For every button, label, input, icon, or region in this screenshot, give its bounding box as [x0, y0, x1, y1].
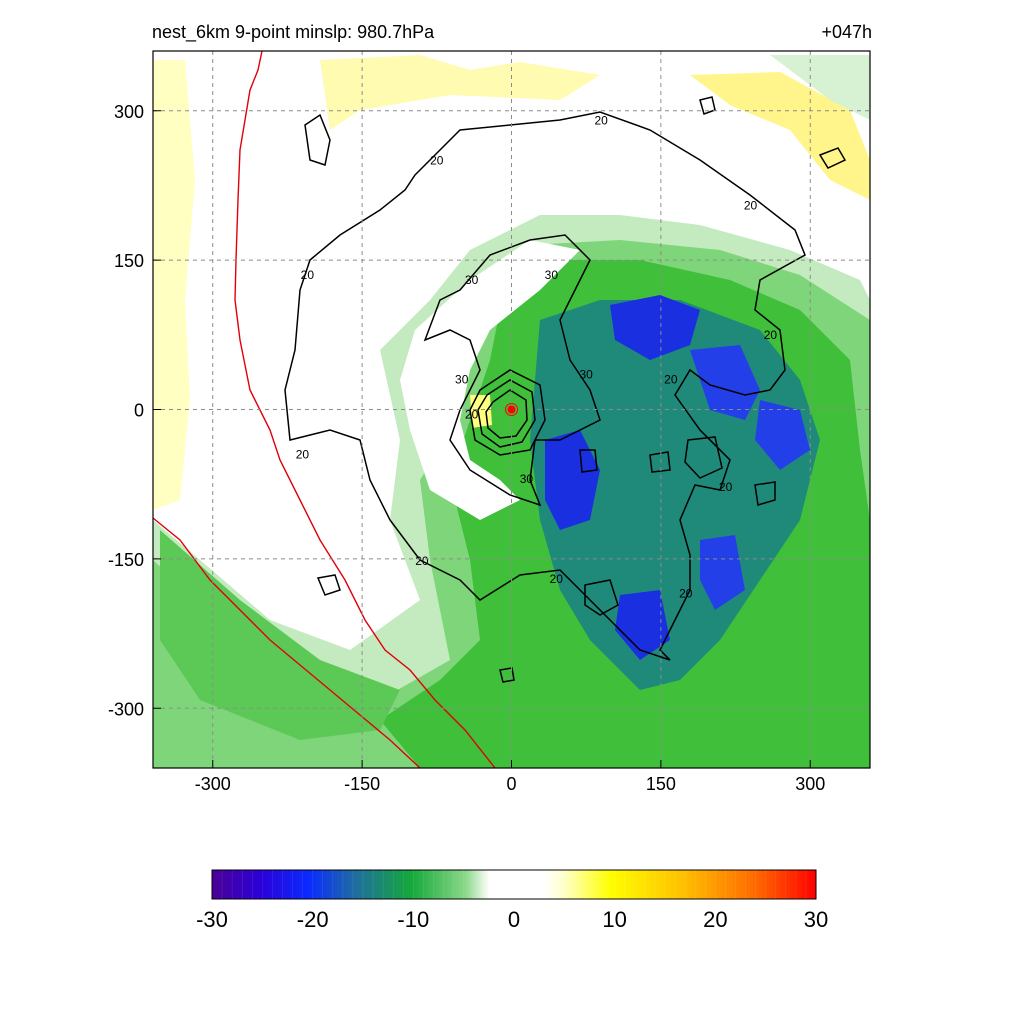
yellow-patch-west: [153, 60, 195, 510]
contour-cell-h: [818, 147, 847, 169]
blue-cell-east: [690, 345, 760, 420]
contour-eye-ring-1: [469, 369, 546, 456]
blue-cell-south: [615, 590, 670, 660]
contour-label-9: 30: [455, 373, 469, 387]
green-band-deep: [160, 530, 400, 740]
contour-30-mid: [423, 234, 601, 507]
storm-center-ring: [505, 403, 518, 416]
yellow-patch-northeast: [690, 72, 870, 200]
colorbar-tick-label-4: 10: [602, 907, 626, 932]
storm-center-marker: [505, 403, 518, 416]
contour-20-outer: [284, 111, 806, 661]
red-line-west: [234, 51, 496, 768]
blue-cell-north: [610, 295, 700, 360]
contour-cell-i: [699, 96, 716, 115]
contour-label-14: 20: [415, 554, 429, 568]
contour-label-8: 20: [664, 373, 678, 387]
contour-cell-e: [584, 579, 619, 616]
contour-label-0: 20: [594, 114, 608, 128]
contour-label-13: 20: [719, 480, 733, 494]
storm-center-dot: [507, 405, 516, 414]
contour-label-2: 20: [744, 198, 758, 212]
light-green-patch-ne: [770, 55, 870, 120]
contour-label-16: 20: [679, 587, 693, 601]
yellow-patch-north: [320, 55, 600, 130]
y-tick-label-0: 300: [114, 102, 144, 122]
contour-label-5: 30: [545, 268, 559, 282]
contour-label-4: 30: [465, 273, 479, 287]
colorbar: [211, 869, 817, 900]
colorbar-tick-label-6: 30: [804, 907, 828, 932]
contour-label-7: 30: [580, 368, 594, 382]
contour-label-3: 20: [301, 268, 315, 282]
y-tick-label-2: 0: [134, 401, 144, 421]
contour-cell-c: [754, 481, 776, 506]
blue-cell-se: [700, 535, 745, 610]
blue-cell-center: [545, 430, 600, 530]
forecast-hour-label: +047h: [821, 22, 872, 42]
x-tick-label-3: 150: [646, 774, 676, 794]
x-axis-ticks: -300 -150 0 150 300: [195, 760, 825, 794]
colorbar-tick-label-0: -30: [196, 907, 228, 932]
contour-label-15: 20: [550, 572, 564, 586]
y-axis-ticks: 300 150 0 -150 -300: [108, 102, 161, 719]
eye-wall-clear: [400, 240, 580, 520]
colorbar-segments: [221, 870, 807, 899]
contour-label-6: 20: [764, 328, 778, 342]
contour-label-10: 20: [465, 407, 479, 421]
contour-cell-j: [499, 667, 515, 683]
contour-cell-a: [649, 451, 671, 473]
contour-eye-ring-3: [485, 389, 528, 439]
x-tick-label-0: -300: [195, 774, 231, 794]
field-layer: [153, 51, 870, 768]
contour-label-1: 20: [430, 154, 444, 168]
colorbar-tick-label-1: -20: [297, 907, 329, 932]
x-tick-label-2: 0: [506, 774, 516, 794]
contour-label-11: 20: [296, 447, 310, 461]
y-tick-label-3: -150: [108, 550, 144, 570]
x-tick-label-4: 300: [795, 774, 825, 794]
x-tick-label-1: -150: [344, 774, 380, 794]
colorbar-tick-label-3: 0: [508, 907, 520, 932]
contour-eye-ring-2: [477, 379, 536, 448]
colorbar-tick-label-2: -10: [397, 907, 429, 932]
contour-labels: 20 20 20 20 30 30 20 30 20 30 20 20 30 20 20 20 20: [296, 114, 778, 601]
colorbar-labels: -30 -20 -10 0 10 20 30: [196, 907, 828, 932]
red-boundary-lines: [153, 51, 496, 768]
contour-cell-g: [304, 113, 331, 166]
contour-layer: [284, 96, 847, 683]
colorbar-tick-label-5: 20: [703, 907, 727, 932]
contour-cell-d: [579, 449, 598, 473]
y-tick-label-4: -300: [108, 699, 144, 719]
contour-cell-b: [684, 436, 723, 479]
y-tick-label-1: 150: [114, 251, 144, 271]
contour-cell-f: [316, 574, 341, 596]
blue-cell-east2: [755, 400, 810, 470]
red-line-southwest: [153, 517, 421, 768]
contour-label-12: 30: [520, 472, 534, 486]
chart-title: nest_6km 9-point minslp: 980.7hPa: [152, 22, 435, 42]
